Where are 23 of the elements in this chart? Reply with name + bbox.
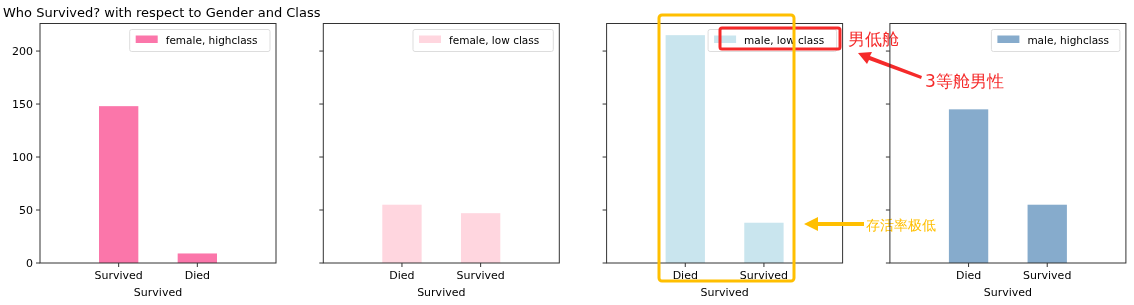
y-tick-label: 150	[12, 98, 33, 112]
annotation: 3等舱男性	[925, 71, 1004, 91]
y-tick-label: 200	[12, 45, 33, 59]
legend-label: male, highclass	[1027, 33, 1110, 46]
chart-title: Who Survived? with respect to Gender and Class	[3, 5, 321, 20]
text: 存活率极低	[866, 217, 936, 233]
y-tick-label: 50	[19, 204, 33, 218]
x-tick-label: Survived	[94, 269, 143, 282]
x-axis-title: Survived	[983, 286, 1033, 299]
legend-label: female, highclass	[165, 33, 258, 46]
x-axis-title: Survived	[133, 286, 183, 299]
x-tick-label: Died	[672, 269, 698, 282]
y-tick-label: 0	[26, 257, 33, 270]
legend-label: female, low class	[449, 33, 540, 46]
x-axis-title: Survived	[417, 286, 466, 299]
x-axis-title: Survived	[700, 286, 749, 299]
x-tick-label: Survived	[456, 269, 505, 282]
x-tick-label: Died	[955, 269, 982, 282]
y-tick-label: 100	[12, 151, 33, 165]
x-tick-label: Survived	[739, 269, 789, 282]
x-tick-label: Survived	[1023, 269, 1072, 282]
x-tick-label: Died	[389, 269, 415, 282]
x-tick-label: Died	[184, 269, 210, 282]
